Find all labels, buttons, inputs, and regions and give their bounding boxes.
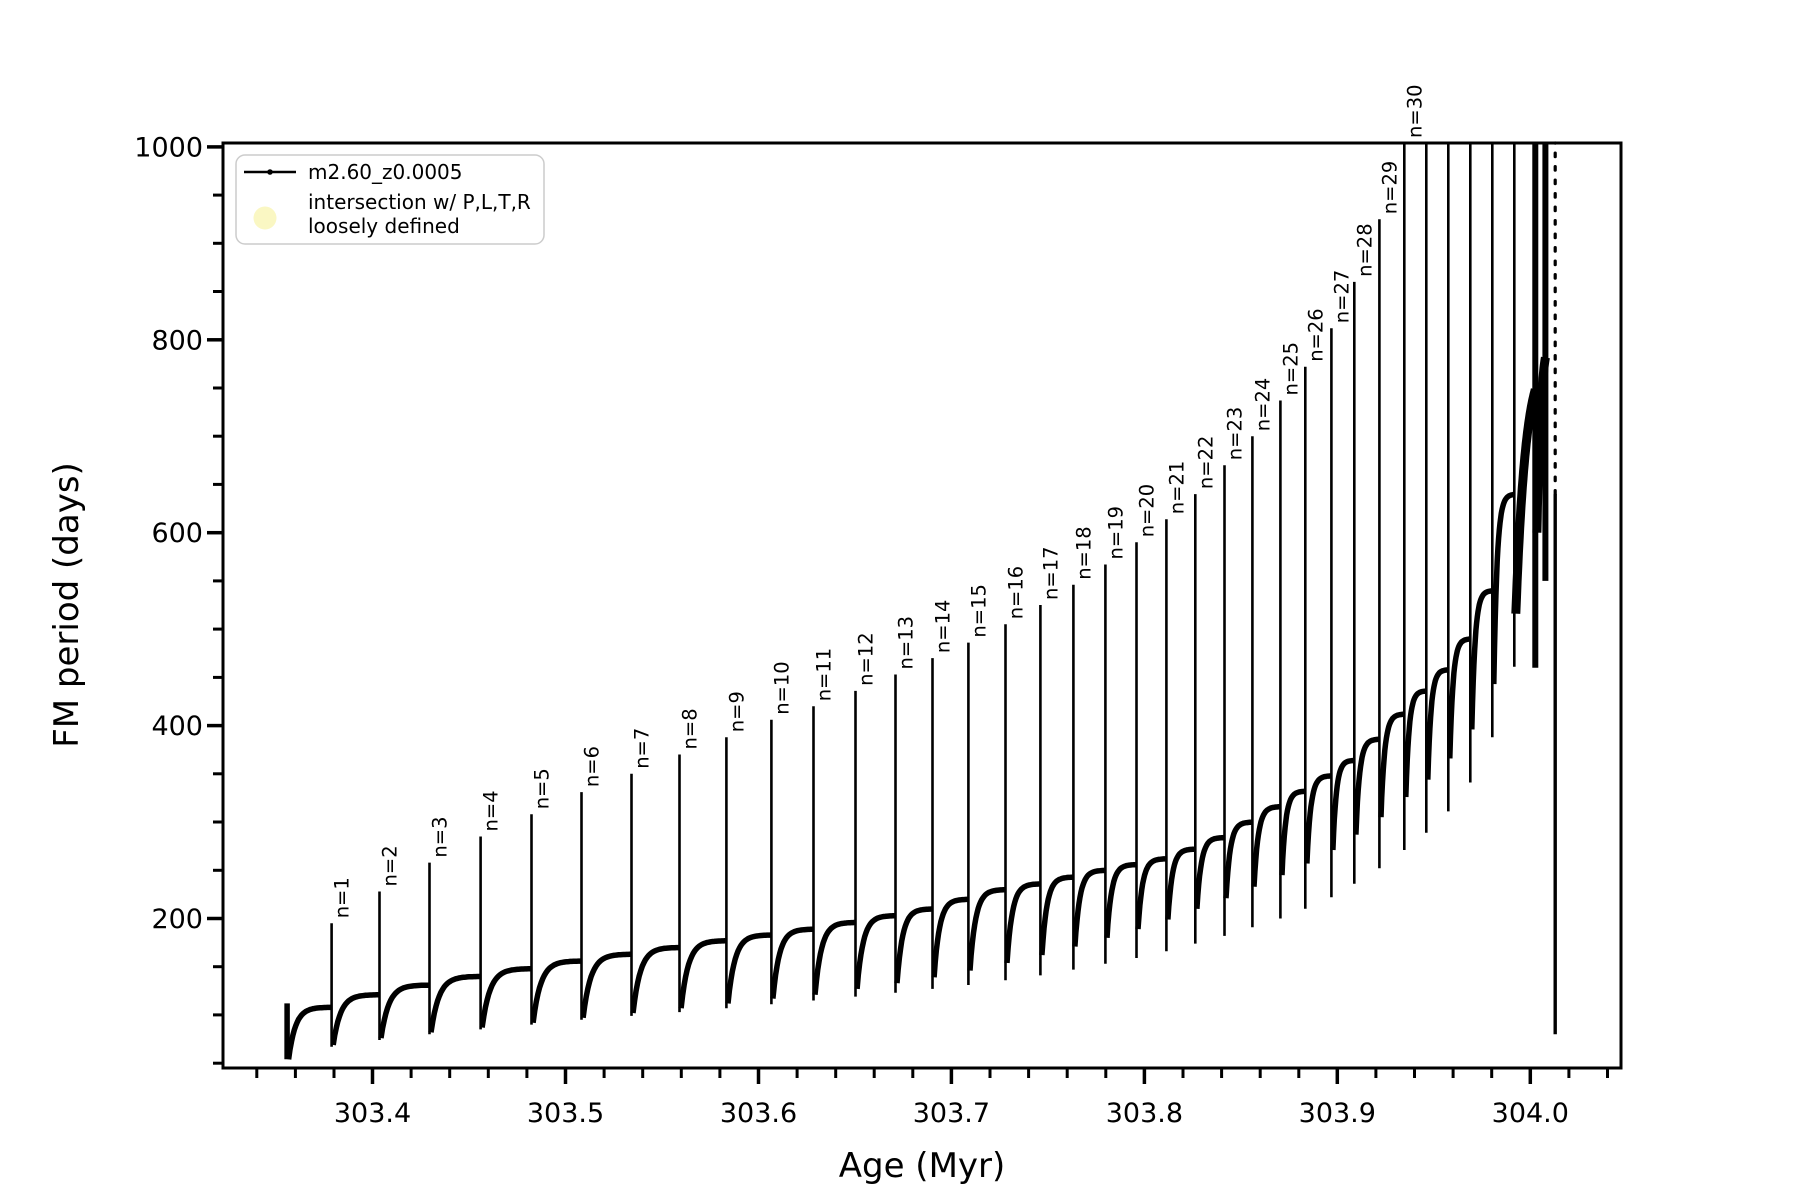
y-tick-label: 600 (151, 518, 203, 549)
spike-label: n=3 (429, 816, 452, 857)
plot-axes: 303.4 303.5 303.6 303.7 303.8 303.9 304.0 200 40… (134, 84, 1609, 1129)
tooth-curve (1425, 667, 1449, 780)
spike-label: n=1 (331, 877, 354, 918)
legend: m2.60_z0.0005 intersection w/ P,L,T,R lo… (235, 154, 545, 245)
legend-intersection-label-line2: loosely defined (308, 214, 460, 238)
spike-label: n=5 (531, 768, 554, 809)
spike-label: n=16 (1005, 566, 1028, 620)
tooth-curve (630, 944, 680, 1014)
legend-series-marker-icon (267, 169, 273, 175)
tooth-curve (1469, 588, 1493, 730)
x-tick-label: 303.6 (720, 1098, 797, 1129)
y-tick-label: 800 (151, 325, 203, 356)
spike-label: n=29 (1378, 161, 1401, 215)
spike-label: n=14 (932, 600, 955, 654)
spike-label: n=19 (1104, 506, 1127, 560)
tooth-curve (1491, 491, 1515, 685)
tooth-curve (1194, 834, 1225, 909)
spike-label: n=26 (1304, 308, 1327, 362)
spike-label: n=21 (1165, 461, 1188, 515)
tooth-curve (1039, 874, 1074, 956)
tooth-curve (580, 951, 632, 1019)
spike-label: n=27 (1330, 270, 1353, 324)
tooth-curve (1223, 819, 1253, 899)
spike-label: n=24 (1251, 378, 1274, 432)
legend-intersection-label-line1: intersection w/ P,L,T,R (308, 190, 531, 214)
tooth-curve (1004, 881, 1041, 964)
y-tick-label: 200 (151, 904, 203, 935)
x-tick-label: 304.0 (1492, 1098, 1569, 1129)
spike-label: n=4 (480, 790, 503, 831)
spike-label: n=11 (813, 648, 836, 702)
tooth-curve (1251, 804, 1281, 887)
spike-label: n=23 (1224, 407, 1247, 461)
legend-box (235, 154, 545, 245)
spike-label: n=13 (895, 616, 918, 670)
tooth-curve (854, 912, 896, 990)
plot-data (284, 141, 1557, 1060)
tooth-curve (967, 886, 1006, 971)
x-tick-label: 303.8 (1106, 1098, 1183, 1129)
spike-label: n=9 (725, 691, 748, 732)
spike-label: n=20 (1136, 484, 1159, 538)
y-axis-title: FM period (days) (47, 462, 87, 748)
tooth-curve (894, 906, 933, 984)
spike-label: n=15 (967, 584, 990, 638)
tooth-curve (725, 932, 772, 1004)
spike-label: n=2 (379, 845, 402, 886)
tooth-curve (1104, 861, 1137, 938)
x-axis-title: Age (Myr) (839, 1146, 1006, 1186)
spike-label: n=30 (1403, 84, 1426, 138)
tooth-curve (285, 1004, 332, 1060)
tooth-curve (1072, 867, 1106, 947)
tooth-curve (378, 982, 430, 1039)
tooth-curve (1279, 788, 1306, 876)
tooth-curve (428, 973, 481, 1033)
spike-label: n=28 (1353, 223, 1376, 277)
legend-intersection-marker-icon (253, 206, 277, 230)
legend-series-label: m2.60_z0.0005 (308, 160, 463, 184)
tooth-curve (1447, 636, 1471, 759)
tooth-curve (931, 896, 969, 978)
tooth-curve (1330, 757, 1355, 851)
tooth-curve (1403, 688, 1427, 798)
tooth-curve (1511, 388, 1540, 614)
spike-label: n=7 (631, 728, 654, 769)
plot-frame (221, 141, 1623, 1070)
x-tick-label: 303.4 (334, 1098, 411, 1129)
tooth-curve (770, 926, 814, 999)
spike-label: n=6 (581, 746, 604, 787)
tooth-curve (1304, 773, 1332, 864)
spike-label: n=12 (855, 632, 878, 686)
spike-label: n=22 (1194, 436, 1217, 490)
spike-label: n=8 (679, 708, 702, 749)
spike-label: n=18 (1072, 526, 1095, 580)
spike-label: n=10 (770, 661, 793, 715)
y-tick-label: 400 (151, 711, 203, 742)
tooth-curve (1353, 736, 1380, 835)
tooth-curve (330, 992, 380, 1046)
spike-label: n=17 (1039, 546, 1062, 600)
x-tick-label: 303.9 (1299, 1098, 1376, 1129)
y-tick-label: 1000 (134, 132, 203, 163)
tooth-curve (530, 958, 582, 1024)
x-tick-label: 303.7 (913, 1098, 990, 1129)
x-tick-label: 303.5 (527, 1098, 604, 1129)
tooth-curve (1165, 846, 1196, 920)
tooth-curve (479, 966, 532, 1028)
tooth-curve (1135, 856, 1167, 930)
tooth-curve (1378, 711, 1405, 818)
tooth-curve (678, 938, 727, 1009)
tooth-curve (812, 919, 856, 995)
spike-label: n=25 (1279, 342, 1302, 396)
